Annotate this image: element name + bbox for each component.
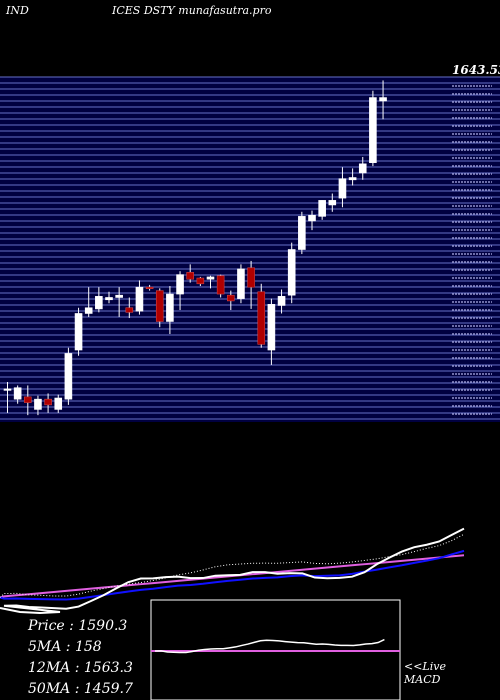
stats-block: Price : 1590.3 5MA : 158 12MA : 1563.3 5…	[28, 616, 133, 700]
header-right-text: ICES DSTY munafasutra.pro	[112, 4, 272, 17]
candle-body	[95, 296, 103, 310]
ma50-line	[0, 554, 465, 599]
candle-body	[186, 272, 194, 280]
candle-body	[64, 353, 73, 400]
stat-50ma: 50MA : 1459.7	[28, 681, 133, 697]
candle-body	[13, 387, 22, 400]
stat-5ma: 5MA : 158	[28, 639, 102, 655]
ma5-line	[0, 527, 465, 615]
candle-body	[328, 200, 337, 206]
candle-body	[227, 294, 235, 302]
candle-body	[237, 268, 245, 299]
stat-12ma-value: 1563.3	[83, 660, 133, 676]
candle-body	[298, 216, 306, 250]
live-label[interactable]: <<Live	[404, 660, 446, 673]
live-macd-link[interactable]: <<Live MACD	[404, 660, 446, 686]
candle-body	[348, 177, 357, 181]
candle-body	[338, 178, 347, 199]
macd-line	[154, 638, 385, 654]
candle-body	[216, 275, 225, 295]
candle-body	[369, 97, 377, 163]
stat-price-label: Price	[28, 618, 65, 634]
moving-average-panel	[0, 527, 465, 615]
candle-body	[105, 297, 113, 301]
candle-body	[84, 307, 93, 314]
candle-body	[308, 214, 316, 222]
macd-label[interactable]: MACD	[404, 673, 441, 686]
stat-price-value: 1590.3	[78, 618, 128, 634]
stat-50ma-value: 1459.7	[83, 681, 133, 697]
stat-5ma-value: 158	[74, 639, 102, 655]
candle-body	[54, 397, 63, 410]
candle-body	[247, 267, 255, 288]
candle-body	[358, 163, 367, 174]
candle-body	[44, 398, 52, 406]
ma-upper-dotted-line	[0, 533, 465, 598]
stat-5ma-label: 5MA	[28, 639, 62, 655]
candle-body	[3, 388, 12, 391]
candle-body	[267, 304, 276, 351]
candle-body	[287, 249, 296, 296]
ma12-line	[0, 549, 465, 601]
candle-body	[145, 286, 154, 289]
last-price-label: 1643.53	[452, 63, 500, 77]
candle-body	[23, 396, 32, 403]
candle-body	[206, 276, 215, 280]
stat-50ma-label: 50MA	[28, 681, 71, 697]
candle-body	[155, 290, 164, 322]
stat-price: Price : 1590.3	[28, 618, 128, 634]
candle-body	[125, 307, 134, 313]
candle-body	[115, 294, 123, 298]
header-left-text: IND	[6, 4, 29, 17]
price-panel: 1643.53	[0, 63, 500, 422]
candle-body	[196, 277, 205, 285]
price-panel-background	[0, 77, 500, 422]
stat-12ma-label: 12MA	[28, 660, 71, 676]
stat-12ma: 12MA : 1563.3	[28, 660, 133, 676]
candle-body	[166, 293, 174, 322]
macd-panel	[150, 599, 401, 700]
candle-body	[135, 286, 144, 312]
candle-body	[257, 291, 266, 345]
candle-body	[318, 200, 326, 217]
candle-body	[176, 274, 184, 295]
candle-body	[34, 398, 42, 410]
candle-body	[277, 296, 286, 306]
candle-body	[74, 313, 83, 351]
candle-body	[379, 97, 387, 102]
